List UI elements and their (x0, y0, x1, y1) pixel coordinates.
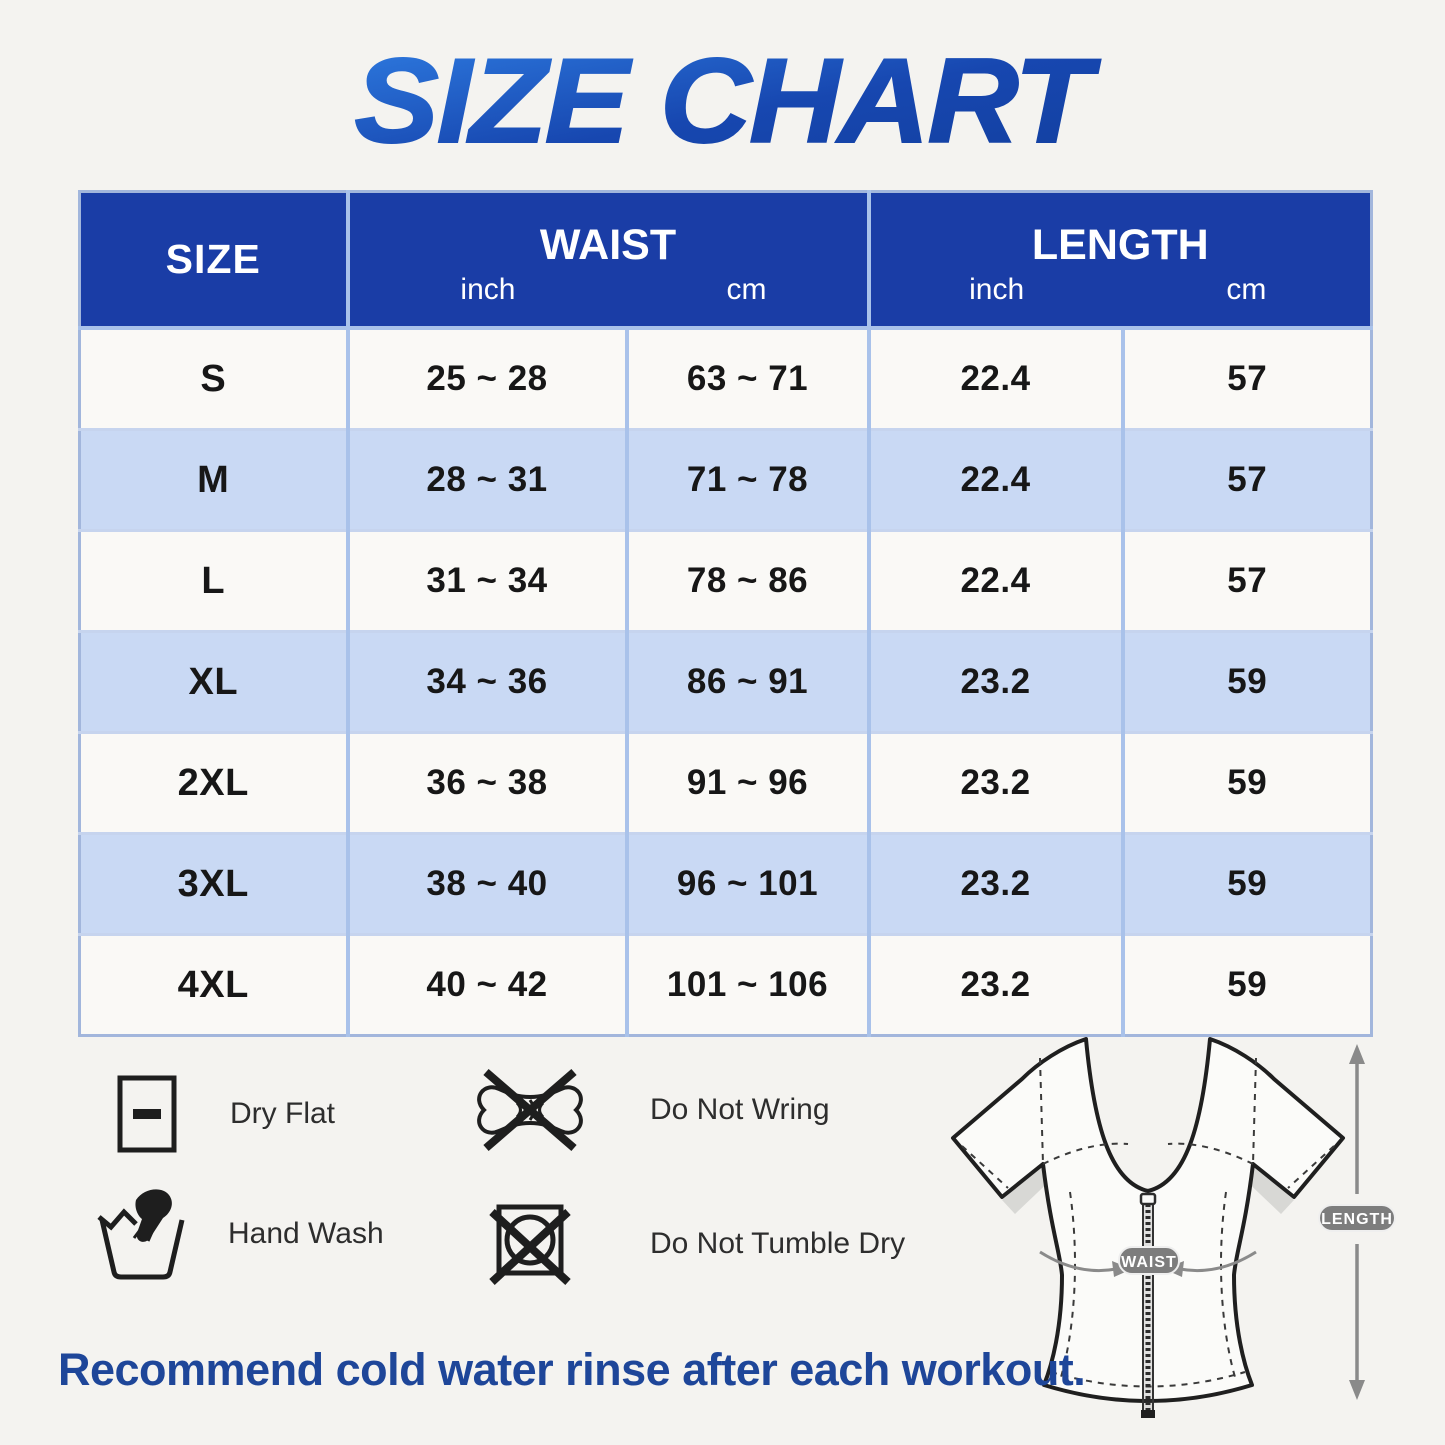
col-header-waist: WAIST inch cm (345, 191, 869, 330)
page-title-text: SIZE CHART (355, 34, 1101, 168)
garment-diagram: WAIST LENGTH (951, 1037, 1396, 1418)
hand-wash-icon (82, 1186, 202, 1282)
garment-outline (951, 1037, 1345, 1403)
length-cm-unit: cm (1226, 272, 1267, 306)
value-cell: 23.2 (866, 832, 1123, 935)
table-row: 3XL 38 ~ 40 96 ~ 101 23.2 59 (79, 832, 1372, 935)
garment-zipper (1139, 1192, 1157, 1418)
value-cell: 23.2 (866, 933, 1123, 1036)
value-cell: 25 ~ 28 (345, 326, 627, 430)
care-item-do-not-tumble-dry: Do Not Tumble Dry (466, 1198, 905, 1290)
length-measure-arrow (1349, 1044, 1365, 1400)
size-cell: 4XL (79, 933, 348, 1036)
care-label: Do Not Tumble Dry (650, 1227, 906, 1260)
value-cell: 23.2 (866, 731, 1123, 834)
size-table-body: S 25 ~ 28 63 ~ 71 22.4 57 M 28 ~ 31 71 ~ 78 22.4… (79, 326, 1372, 1036)
waist-units-row: inch cm (350, 273, 867, 306)
length-units-row: inch cm (871, 273, 1371, 306)
value-cell: 22.4 (866, 529, 1123, 632)
footer-note: Recommend cold water rinse after each wo… (58, 1344, 1086, 1395)
value-cell: 91 ~ 96 (624, 731, 869, 834)
value-cell: 59 (1120, 630, 1372, 733)
table-header: SIZE WAIST inch cm LENGTH inch cm (79, 191, 1372, 330)
dry-flat-icon (92, 1072, 202, 1156)
size-cell: 2XL (79, 731, 348, 834)
value-cell: 22.4 (866, 326, 1123, 430)
care-label: Do Not Wring (650, 1093, 830, 1126)
care-label: Dry Flat (230, 1097, 335, 1130)
waist-inch-unit: inch (460, 272, 516, 306)
table-row: 4XL 40 ~ 42 101 ~ 106 23.2 59 (79, 933, 1372, 1036)
length-badge-label: LENGTH (1321, 1211, 1393, 1228)
value-cell: 57 (1120, 326, 1372, 430)
care-item-hand-wash: Hand Wash (82, 1186, 384, 1282)
waist-header-label: WAIST (539, 220, 677, 269)
garment-seam-lines (961, 1057, 1335, 1388)
value-cell: 38 ~ 40 (345, 832, 627, 935)
value-cell: 86 ~ 91 (624, 630, 869, 733)
table-row: 2XL 36 ~ 38 91 ~ 96 23.2 59 (79, 731, 1372, 834)
col-header-length: LENGTH inch cm (866, 191, 1372, 330)
value-cell: 34 ~ 36 (345, 630, 627, 733)
size-cell: S (79, 326, 348, 430)
do-not-wring-icon (462, 1062, 598, 1158)
value-cell: 71 ~ 78 (624, 428, 869, 531)
value-cell: 59 (1120, 933, 1372, 1036)
table-row: M 28 ~ 31 71 ~ 78 22.4 57 (79, 428, 1372, 531)
value-cell: 57 (1120, 428, 1372, 531)
value-cell: 40 ~ 42 (345, 933, 627, 1036)
table-row: L 31 ~ 34 78 ~ 86 22.4 57 (79, 529, 1372, 632)
page-title: SIZE CHART (354, 33, 1104, 169)
value-cell: 31 ~ 34 (345, 529, 627, 632)
value-cell: 101 ~ 106 (624, 933, 869, 1036)
care-item-dry-flat: Dry Flat (92, 1072, 335, 1156)
value-cell: 36 ~ 38 (345, 731, 627, 834)
value-cell: 57 (1120, 529, 1372, 632)
value-cell: 59 (1120, 731, 1372, 834)
care-label: Hand Wash (228, 1217, 384, 1250)
value-cell: 78 ~ 86 (624, 529, 869, 632)
size-cell: L (79, 529, 348, 632)
length-badge: LENGTH (1318, 1204, 1396, 1232)
length-inch-unit: inch (969, 272, 1025, 306)
value-cell: 28 ~ 31 (345, 428, 627, 531)
value-cell: 63 ~ 71 (624, 326, 869, 430)
value-cell: 96 ~ 101 (624, 832, 869, 935)
table-row: XL 34 ~ 36 86 ~ 91 23.2 59 (79, 630, 1372, 733)
table-row: S 25 ~ 28 63 ~ 71 22.4 57 (79, 326, 1372, 430)
col-header-size: SIZE (79, 191, 348, 330)
size-cell: XL (79, 630, 348, 733)
size-cell: 3XL (79, 832, 348, 935)
value-cell: 23.2 (866, 630, 1123, 733)
do-not-tumble-dry-icon (466, 1198, 594, 1290)
waist-cm-unit: cm (726, 272, 767, 306)
waist-badge-label: WAIST (1121, 1254, 1177, 1271)
size-cell: M (79, 428, 348, 531)
care-item-do-not-wring: Do Not Wring (462, 1062, 830, 1158)
value-cell: 59 (1120, 832, 1372, 935)
value-cell: 22.4 (866, 428, 1123, 531)
waist-badge: WAIST (1118, 1246, 1180, 1275)
length-header-label: LENGTH (1031, 220, 1209, 269)
